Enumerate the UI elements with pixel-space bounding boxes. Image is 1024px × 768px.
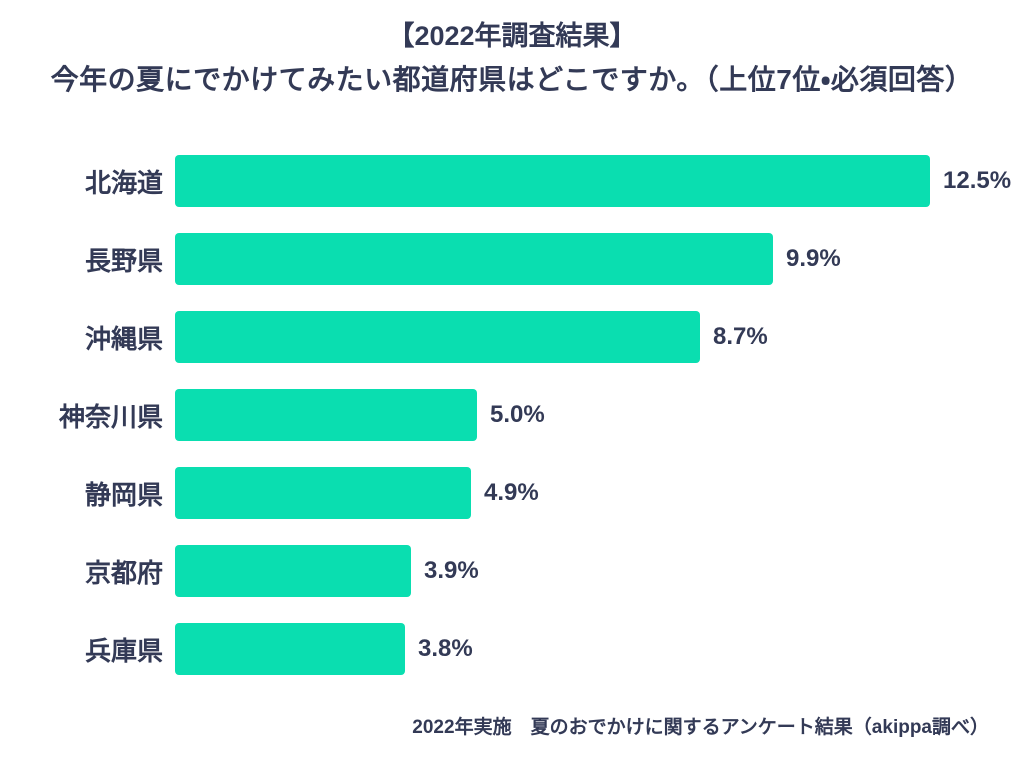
bar-row: 北海道 12.5% <box>0 142 1024 220</box>
bar <box>175 623 405 675</box>
chart-title: 【2022年調査結果】 今年の夏にでかけてみたい都道府県はどこですか。（上位7位… <box>0 16 1024 101</box>
horizontal-bar-chart: 北海道 12.5% 長野県 9.9% 沖縄県 8.7% 神奈川県 5.0% 静岡県 4.9% 京都府… <box>0 142 1024 688</box>
category-label: 神奈川県 <box>58 401 163 432</box>
bar-row: 沖縄県 8.7% <box>0 298 1024 376</box>
bar <box>175 233 773 285</box>
bar <box>175 311 700 363</box>
category-label: 京都府 <box>84 557 163 588</box>
value-label: 3.9% <box>424 557 479 584</box>
category-label: 沖縄県 <box>84 323 163 354</box>
category-label: 兵庫県 <box>84 635 163 666</box>
bar-row: 長野県 9.9% <box>0 220 1024 298</box>
bar <box>175 545 411 597</box>
bar-row: 静岡県 4.9% <box>0 454 1024 532</box>
chart-title-line2: 今年の夏にでかけてみたい都道府県はどこですか。（上位7位・必須回答） <box>50 63 974 95</box>
value-label: 5.0% <box>490 401 545 428</box>
bar <box>175 467 471 519</box>
value-label: 9.9% <box>786 245 841 272</box>
value-label: 3.8% <box>418 635 473 662</box>
source-note: 2022年実施 夏のおでかけに関するアンケート結果（akippa調べ） <box>412 717 989 738</box>
bar-row: 神奈川県 5.0% <box>0 376 1024 454</box>
value-label: 4.9% <box>484 479 539 506</box>
value-label: 12.5% <box>943 167 1012 194</box>
value-label: 8.7% <box>713 323 768 350</box>
category-label: 長野県 <box>84 245 163 276</box>
category-label: 北海道 <box>84 167 163 198</box>
bar <box>175 155 930 207</box>
bar <box>175 389 477 441</box>
chart-title-line1: 【2022年調査結果】 <box>387 21 637 51</box>
bar-row: 京都府 3.9% <box>0 532 1024 610</box>
category-label: 静岡県 <box>84 479 163 510</box>
bar-row: 兵庫県 3.8% <box>0 610 1024 688</box>
